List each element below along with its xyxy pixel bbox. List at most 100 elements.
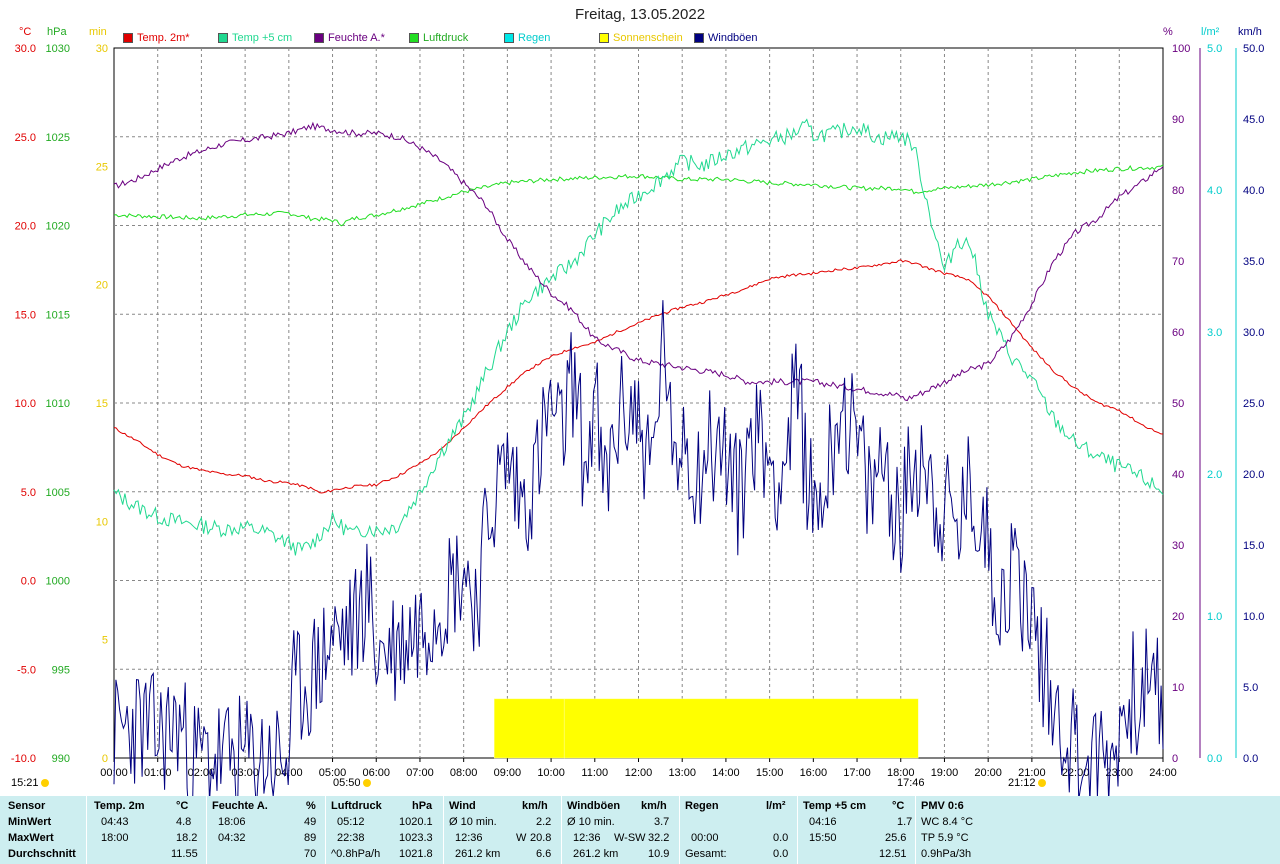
wind-tick-label: 40.0 — [1243, 185, 1264, 197]
stat-cell: 00:00 — [691, 832, 719, 844]
legend-label: Temp. 2m* — [137, 32, 190, 44]
stats-unit-windboeen: km/h — [641, 800, 667, 812]
press-tick-label: 1005 — [46, 487, 70, 499]
legend-temp2m: Temp. 2m* — [123, 31, 190, 45]
stats-unit-temp5cm: °C — [892, 800, 905, 812]
row-label-min: MinWert — [8, 816, 52, 828]
sun-tick-label: 30 — [96, 43, 108, 55]
sun-icon — [1037, 779, 1046, 788]
stats-unit-wind: km/h — [522, 800, 548, 812]
x-tick-label: 06:00 — [362, 767, 390, 779]
stat-cell: 12:36 — [455, 832, 483, 844]
wind-tick-label: 20.0 — [1243, 469, 1264, 481]
stat-cell: WC 8.4 °C — [921, 816, 974, 828]
sun-tick-label: 20 — [96, 280, 108, 292]
x-tick-label: 20:00 — [974, 767, 1002, 779]
x-tick-label: 15:00 — [756, 767, 784, 779]
sunrise-mark: 05:50 — [333, 777, 371, 789]
legend-sonne: Sonnenschein — [599, 31, 683, 45]
press-tick-label: 1030 — [46, 43, 70, 55]
sun-tick-label: 10 — [96, 516, 108, 528]
stat-cell: 12:36 — [573, 832, 601, 844]
hum-tick-label: 20 — [1172, 611, 1184, 623]
stats-header-pmv: PMV 0:6 — [921, 800, 964, 812]
legend-regen: Regen — [504, 31, 550, 45]
hum-tick-label: 30 — [1172, 540, 1184, 552]
sun-icon — [40, 779, 49, 788]
legend-luftdruck: Luftdruck — [409, 31, 468, 45]
hum-tick-label: 50 — [1172, 398, 1184, 410]
stat-cell: 6.6 — [536, 848, 552, 860]
stats-header-wind: Wind — [449, 800, 476, 812]
sun-tick-label: 5 — [102, 635, 108, 647]
press-tick-label: 995 — [52, 664, 70, 676]
rain-tick-label: 4.0 — [1207, 185, 1222, 197]
legend-temp5cm: Temp +5 cm — [218, 31, 292, 45]
hum-tick-label: 40 — [1172, 469, 1184, 481]
temp-tick-label: 10.0 — [15, 398, 36, 410]
stats-header-temp2m: Temp. 2m — [94, 800, 145, 812]
wind-unit-label: km/h — [1238, 26, 1262, 38]
stats-header-sensor: Sensor — [8, 800, 46, 812]
rain-tick-label: 3.0 — [1207, 327, 1222, 339]
hum-tick-label: 70 — [1172, 256, 1184, 268]
rain-tick-label: 2.0 — [1207, 469, 1222, 481]
legend-swatch — [409, 33, 419, 43]
x-tick-label: 10:00 — [537, 767, 565, 779]
min-mark: 17:46 — [897, 777, 925, 789]
sun-icon — [362, 779, 371, 788]
wind-tick-label: 0.0 — [1243, 753, 1258, 765]
stats-unit-feuchte: % — [306, 800, 316, 812]
stat-cell: 05:12 — [337, 816, 365, 828]
press-tick-label: 1015 — [46, 309, 70, 321]
legend-feuchte: Feuchte A.* — [314, 31, 385, 45]
stat-cell: 89 — [304, 832, 317, 844]
stats-unit-temp2m: °C — [176, 800, 189, 812]
wind-tick-label: 35.0 — [1243, 256, 1264, 268]
x-tick-label: 23:00 — [1106, 767, 1134, 779]
stat-cell: 261.2 km — [455, 848, 501, 860]
legend-swatch — [314, 33, 324, 43]
wind-tick-label: 50.0 — [1243, 43, 1264, 55]
stats-header-windboeen: Windböen — [567, 800, 621, 812]
series-line-feuchte-a — [113, 121, 1164, 402]
x-tick-label: 01:00 — [144, 767, 172, 779]
stat-cell: 18:06 — [218, 816, 246, 828]
sunset-mark: 21:12 — [1008, 777, 1046, 789]
rain-tick-label: 0.0 — [1207, 753, 1222, 765]
sun-unit-label: min — [89, 26, 107, 38]
stat-cell: 18.2 — [176, 832, 198, 844]
stats-header-luftdruck: Luftdruck — [331, 800, 382, 812]
row-label-max: MaxWert — [8, 832, 54, 844]
stat-cell: W — [516, 832, 527, 844]
series-line-temp-2m — [113, 259, 1164, 494]
x-tick-label: 24:00 — [1149, 767, 1177, 779]
x-tick-label: 08:00 — [450, 767, 478, 779]
stat-cell: 11.55 — [171, 848, 198, 860]
sunshine-bar — [494, 698, 565, 759]
press-unit-label: hPa — [47, 26, 67, 38]
wind-tick-label: 5.0 — [1243, 682, 1258, 694]
temp-unit-label: °C — [19, 26, 32, 38]
stat-cell: 70 — [304, 848, 317, 860]
hum-tick-label: 60 — [1172, 327, 1184, 339]
x-tick-label: 07:00 — [406, 767, 434, 779]
legend-label: Sonnenschein — [613, 32, 683, 44]
stat-cell: 15:50 — [809, 832, 837, 844]
hum-tick-label: 10 — [1172, 682, 1184, 694]
stat-cell: 4.8 — [176, 816, 192, 828]
legend-label: Windböen — [708, 32, 758, 44]
x-tick-label: 13:00 — [668, 767, 696, 779]
x-tick-label: 05:00 — [319, 767, 347, 779]
x-tick-label: 18:00 — [887, 767, 915, 779]
stat-cell: 20.8 — [530, 832, 552, 844]
x-tick-label: 14:00 — [712, 767, 740, 779]
hum-unit-label: % — [1163, 26, 1173, 38]
x-tick-label: 17:00 — [843, 767, 871, 779]
temp-tick-label: 5.0 — [21, 487, 36, 499]
rain-tick-label: 5.0 — [1207, 43, 1222, 55]
stats-header-temp5cm: Temp +5 cm — [803, 800, 867, 812]
moonrise-mark: 15:21 — [11, 777, 49, 789]
temp-tick-label: 15.0 — [15, 309, 36, 321]
temp-tick-label: 20.0 — [15, 221, 36, 233]
